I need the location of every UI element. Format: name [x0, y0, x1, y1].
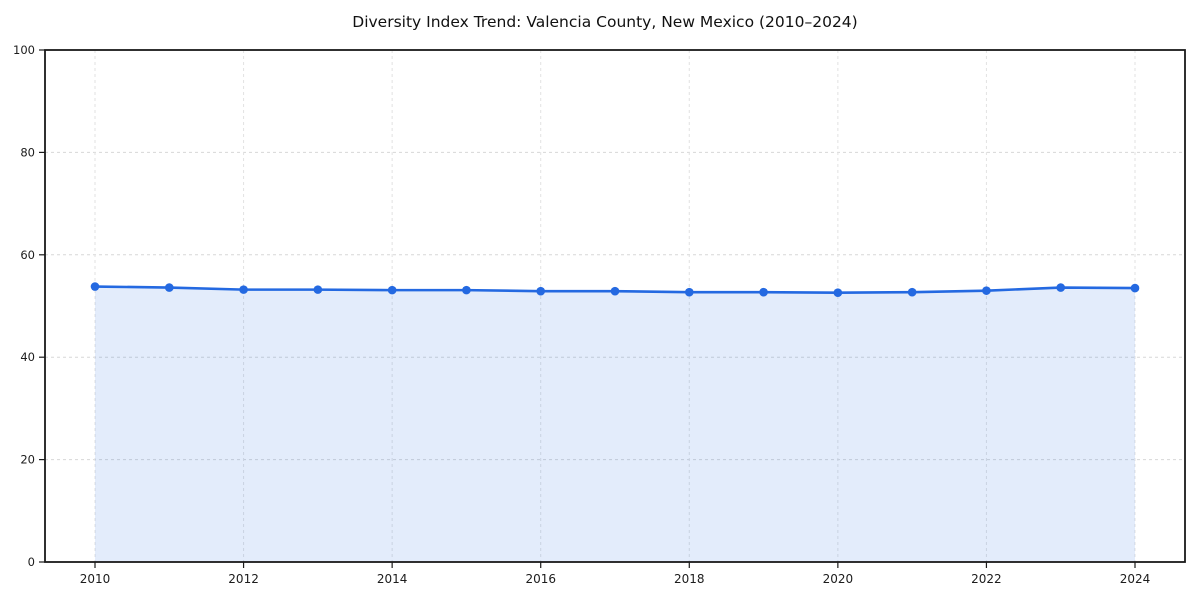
plot-border — [44, 49, 1186, 563]
chart-title: Diversity Index Trend: Valencia County, … — [352, 13, 857, 31]
tick-labels-layer: 0 20 40 60 80 100 2010 2012 2014 2016 2018 2020 2022… — [13, 43, 1150, 586]
data-point — [982, 286, 991, 295]
x-tick-label: 2020 — [823, 572, 854, 586]
data-point — [1130, 283, 1140, 293]
y-tick-label: 80 — [20, 145, 35, 159]
y-tick-label: 60 — [20, 248, 35, 262]
gridlines-layer — [45, 49, 1185, 563]
series-area-fill — [95, 286, 1135, 562]
y-tick-label: 0 — [28, 555, 35, 569]
data-point — [387, 285, 397, 295]
y-tick-label: 40 — [20, 350, 35, 364]
data-point — [536, 286, 546, 296]
x-tick-label: 2010 — [80, 572, 111, 586]
area-fill-layer — [95, 286, 1135, 562]
x-tick-label: 2012 — [228, 572, 259, 586]
data-point — [164, 283, 174, 292]
data-point — [684, 287, 694, 297]
data-point — [239, 285, 248, 294]
y-tick-label: 20 — [20, 453, 35, 467]
data-point — [907, 287, 917, 297]
data-point — [833, 288, 843, 297]
data-point — [610, 286, 620, 296]
data-point — [759, 287, 768, 297]
data-point — [90, 282, 100, 291]
x-tick-label: 2022 — [971, 572, 1002, 586]
x-tick-label: 2024 — [1120, 572, 1151, 586]
y-tick-label: 100 — [13, 43, 35, 57]
data-point — [313, 285, 323, 294]
x-tick-label: 2014 — [377, 572, 408, 586]
axes-layer — [39, 49, 1186, 568]
data-point — [1056, 283, 1066, 292]
x-tick-label: 2016 — [525, 572, 556, 586]
x-tick-label: 2018 — [674, 572, 705, 586]
data-point — [462, 285, 471, 295]
data-points-layer — [90, 282, 1140, 297]
